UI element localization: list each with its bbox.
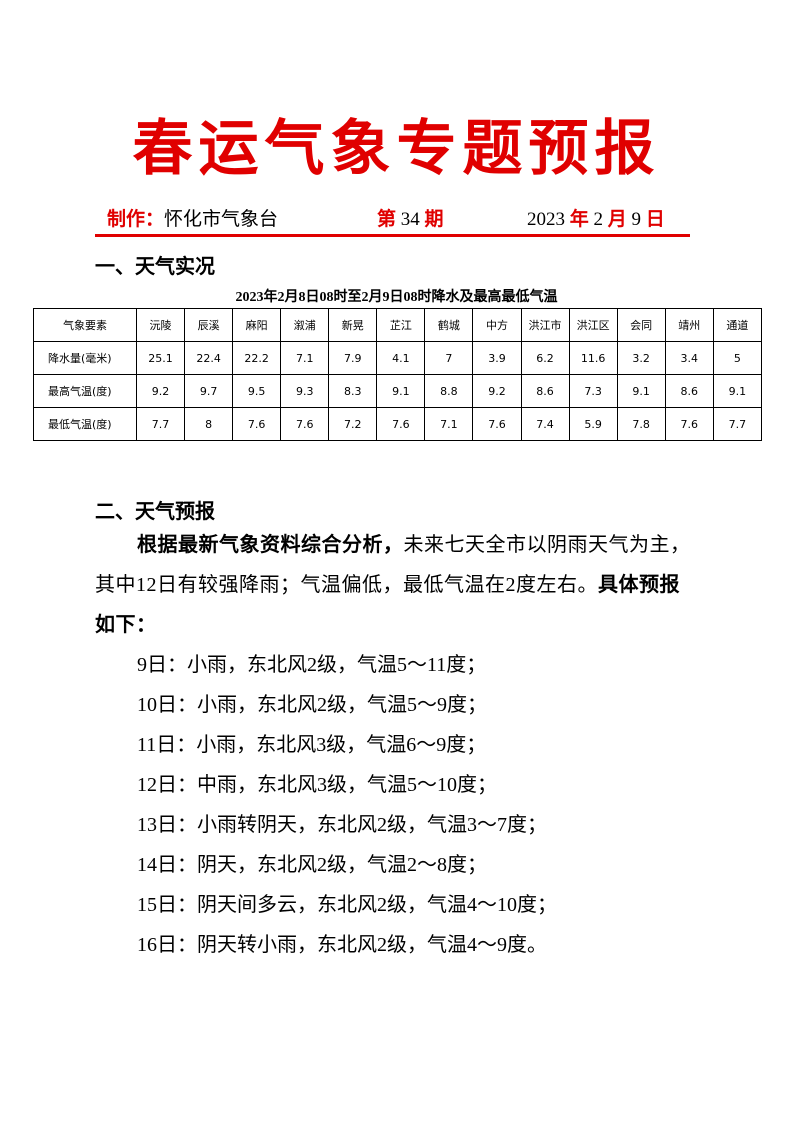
summary-segment: 具体预报如下： xyxy=(95,574,680,636)
header-cell: 靖州 xyxy=(664,308,714,342)
summary: 根据最新气象资料综合分析，未来七天全市以阴雨天气为主，其中12日有较强降雨；气温… xyxy=(95,525,695,645)
section-heading: 一、天气实况 xyxy=(95,256,215,278)
cell: 9.2 xyxy=(472,374,522,408)
cell: 11.6 xyxy=(568,341,618,375)
header-cell: 鹤城 xyxy=(424,308,474,342)
header-cell: 麻阳 xyxy=(232,308,282,342)
forecast-line: 12日：中雨，东北风3级，气温5～10度； xyxy=(137,774,497,796)
forecast-line: 14日：阴天，东北风2级，气温2～8度； xyxy=(137,854,487,876)
issue-part: 期 xyxy=(424,209,444,230)
row-header: 最高气温(度) xyxy=(33,374,137,408)
forecast-list: 9日：小雨，东北风2级，气温5～11度； 10日：小雨，东北风2级，气温5～9度；… xyxy=(137,645,557,965)
data-row: 最低气温(度) 7.7 8 7.6 7.6 7.2 7.6 7.1 7.6 7.4 5.9 7.8 7.… xyxy=(33,407,763,441)
cell: 22.2 xyxy=(232,341,282,375)
cell: 5 xyxy=(712,341,763,375)
data-row: 降水量(毫米) 25.1 22.4 22.2 7.1 7.9 4.1 7 3.9 6.2 11.6 3… xyxy=(33,341,763,375)
date-part: 9 xyxy=(631,209,642,230)
cell: 8.6 xyxy=(520,374,570,408)
cell: 9.7 xyxy=(184,374,234,408)
cell: 7.7 xyxy=(135,407,186,441)
cell: 7.6 xyxy=(472,407,522,441)
cell: 6.2 xyxy=(520,341,570,375)
cell: 7.2 xyxy=(328,407,378,441)
cell: 9.1 xyxy=(712,374,763,408)
cell: 7.6 xyxy=(280,407,330,441)
header-cell: 中方 xyxy=(472,308,522,342)
cell: 7.6 xyxy=(376,407,426,441)
table-caption: 2023年2月8日08时至2月9日08时降水及最高最低气温 xyxy=(235,290,558,305)
cell: 7.1 xyxy=(280,341,330,375)
cell: 7.6 xyxy=(232,407,282,441)
cell: 9.1 xyxy=(616,374,666,408)
header-cell: 溆浦 xyxy=(280,308,330,342)
header-cell: 辰溪 xyxy=(184,308,234,342)
header-cell: 洪江区 xyxy=(568,308,618,342)
cell: 7.3 xyxy=(568,374,618,408)
cell: 3.4 xyxy=(664,341,714,375)
cell: 9.2 xyxy=(135,374,186,408)
cell: 22.4 xyxy=(184,341,234,375)
cell: 8.6 xyxy=(664,374,714,408)
issue: 第 34 期 xyxy=(377,204,444,231)
cell: 8 xyxy=(184,407,234,441)
title: 春运气象专题预报 xyxy=(132,116,661,182)
observation-table: 气象要素 沅陵 辰溪 麻阳 溆浦 新晃 芷江 鹤城 中方 洪江市 洪江区 会同 靖州 通道 降水量(毫米) 2… xyxy=(33,308,763,441)
date-part: 月 xyxy=(607,209,627,230)
data-row: 最高气温(度) 9.2 9.7 9.5 9.3 8.3 9.1 8.8 9.2 8.6 7.3 9.1… xyxy=(33,374,763,408)
cell: 5.9 xyxy=(568,407,618,441)
producer-label: 制作： xyxy=(107,209,165,230)
producer: 怀化市气象台 xyxy=(164,209,279,230)
cell: 7.8 xyxy=(616,407,666,441)
date-part: 日 xyxy=(645,209,665,230)
issue-number: 34 xyxy=(400,209,420,230)
forecast-line: 13日：小雨转阴天，东北风2级，气温3～7度； xyxy=(137,814,547,836)
forecast-line: 9日：小雨，东北风2级，气温5～11度； xyxy=(137,654,487,676)
cell: 9.3 xyxy=(280,374,330,408)
issue-part: 第 xyxy=(377,209,397,230)
date-part: 2023 xyxy=(527,209,565,230)
cell: 25.1 xyxy=(135,341,186,375)
header-cell: 新晃 xyxy=(328,308,378,342)
header-cell: 芷江 xyxy=(376,308,426,342)
cell: 8.3 xyxy=(328,374,378,408)
section-heading: 二、天气预报 xyxy=(95,501,215,523)
cell: 3.2 xyxy=(616,341,666,375)
row-header: 最低气温(度) xyxy=(33,407,137,441)
forecast-line: 11日：小雨，东北风3级，气温6～9度； xyxy=(137,734,487,756)
producer-line: 制作：怀化市气象台 xyxy=(107,204,278,231)
cell: 7.9 xyxy=(328,341,378,375)
cell: 7.4 xyxy=(520,407,570,441)
forecast-line: 15日：阴天间多云，东北风2级，气温4～10度； xyxy=(137,894,557,916)
summary-segment: 未来七天全市以阴雨天气为主，其中12日有较强降雨；气温偏低，最低气温在2度左右。 xyxy=(95,534,691,596)
cell: 7.7 xyxy=(712,407,763,441)
date: 2023 年 2 月 9 日 xyxy=(527,204,665,231)
header-cell: 通道 xyxy=(712,308,763,342)
header-cell: 气象要素 xyxy=(33,308,137,342)
header-rule xyxy=(95,234,690,237)
header-cell: 沅陵 xyxy=(135,308,186,342)
cell: 3.9 xyxy=(472,341,522,375)
summary-segment: 根据最新气象资料综合分析， xyxy=(137,534,404,556)
cell: 8.8 xyxy=(424,374,474,408)
cell: 7.6 xyxy=(664,407,714,441)
header-cell: 洪江市 xyxy=(520,308,570,342)
cell: 4.1 xyxy=(376,341,426,375)
cell: 9.5 xyxy=(232,374,282,408)
forecast-line: 16日：阴天转小雨，东北风2级，气温4～9度。 xyxy=(137,934,547,956)
forecast-line: 10日：小雨，东北风2级，气温5～9度； xyxy=(137,694,487,716)
cell: 7.1 xyxy=(424,407,474,441)
header-cell: 会同 xyxy=(616,308,666,342)
date-part: 年 xyxy=(569,209,589,230)
row-header: 降水量(毫米) xyxy=(33,341,137,375)
date-part: 2 xyxy=(593,209,604,230)
cell: 7 xyxy=(424,341,474,375)
header-row: 气象要素 沅陵 辰溪 麻阳 溆浦 新晃 芷江 鹤城 中方 洪江市 洪江区 会同 靖州 通道 xyxy=(33,308,763,342)
cell: 9.1 xyxy=(376,374,426,408)
